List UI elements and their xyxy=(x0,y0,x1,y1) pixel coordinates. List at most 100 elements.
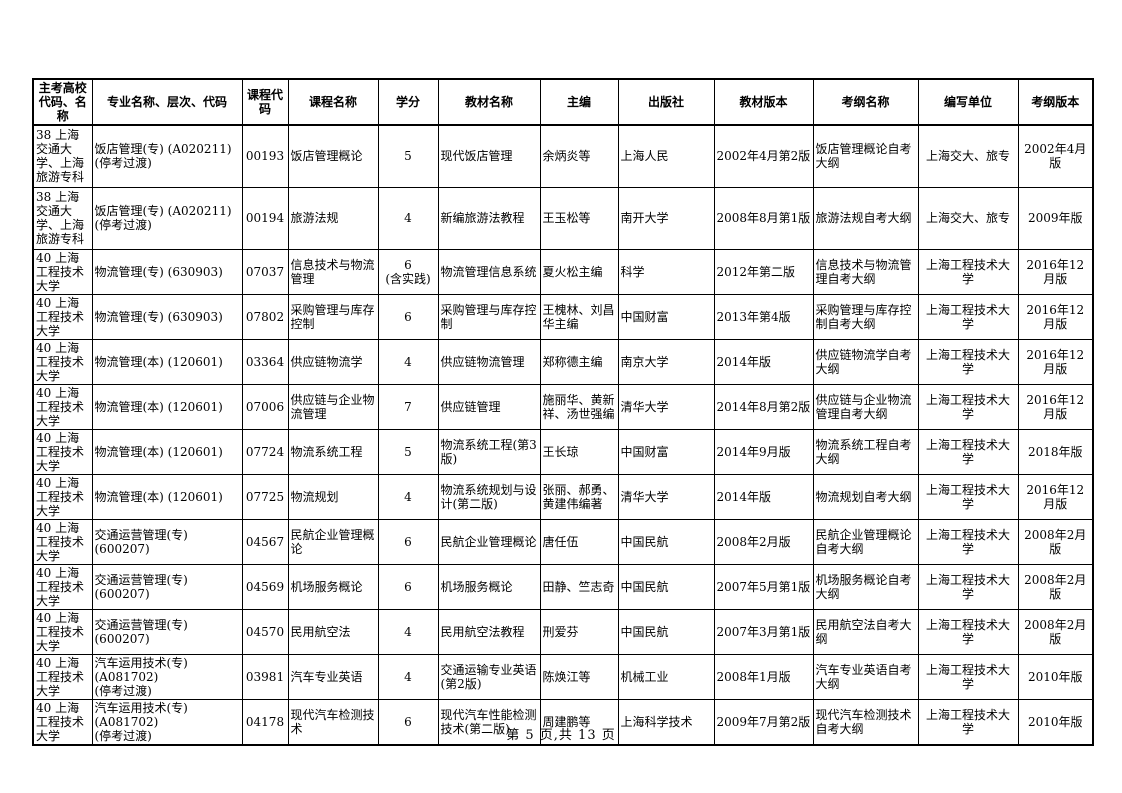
cell-textbook-name: 民用航空法教程 xyxy=(437,608,541,655)
column-header-credits: 学分 xyxy=(377,78,439,126)
cell-publisher: 机械工业 xyxy=(617,653,715,700)
cell-textbook-edition: 2008年1月版 xyxy=(713,653,814,700)
table-row: 40 上海工程技术大学 物流管理(本) (120601) 07006 供应链与企业物流… xyxy=(32,383,1094,430)
cell-course-code: 03981 xyxy=(241,653,289,700)
cell-syllabus-name: 汽车专业英语自考大纲 xyxy=(812,653,919,700)
column-header-course-code: 课程代码 xyxy=(241,78,289,126)
cell-syllabus-edition: 2016年12月版 xyxy=(1017,248,1094,295)
cell-textbook-edition: 2007年3月第1版 xyxy=(713,608,814,655)
cell-chief-editor: 陈焕江等 xyxy=(539,653,619,700)
cell-course-code: 07724 xyxy=(241,428,289,475)
table-row: 40 上海工程技术大学 物流管理(本) (120601) 07725 物流规划 4 物流系… xyxy=(32,473,1094,520)
cell-major-name-level-code: 饭店管理(专) (A020211) (停考过渡) xyxy=(91,124,243,188)
cell-major-name-level-code: 汽车运用技术(专) (A081702) (停考过渡) xyxy=(91,653,243,700)
cell-school-code-name: 38 上海交通大学、上海旅游专科 xyxy=(32,124,93,188)
column-header-syllabus-edition: 考纲版本 xyxy=(1017,78,1094,126)
column-header-publisher: 出版社 xyxy=(617,78,715,126)
header-row: 主考高校代码、名称 专业名称、层次、代码 课程代码 课程名称 学分 教材名称 主编 出版社 教材… xyxy=(32,78,1094,126)
cell-syllabus-name: 采购管理与库存控制自考大纲 xyxy=(812,293,919,340)
cell-textbook-name: 民航企业管理概论 xyxy=(437,518,541,565)
cell-chief-editor: 王长琼 xyxy=(539,428,619,475)
column-header-textbook-edition: 教材版本 xyxy=(713,78,814,126)
cell-compiling-unit: 上海工程技术大学 xyxy=(917,698,1019,746)
cell-syllabus-name: 供应链与企业物流管理自考大纲 xyxy=(812,383,919,430)
cell-major-name-level-code: 物流管理(本) (120601) xyxy=(91,473,243,520)
column-header-compiling-unit: 编写单位 xyxy=(917,78,1019,126)
cell-compiling-unit: 上海工程技术大学 xyxy=(917,293,1019,340)
cell-course-code: 04569 xyxy=(241,563,289,610)
cell-textbook-name: 新编旅游法教程 xyxy=(437,186,541,250)
cell-credits: 5 xyxy=(377,428,439,475)
cell-syllabus-edition: 2008年2月版 xyxy=(1017,518,1094,565)
cell-textbook-name: 机场服务概论 xyxy=(437,563,541,610)
table-row: 40 上海工程技术大学 交通运营管理(专) (600207) 04570 民用航空法 4… xyxy=(32,608,1094,655)
cell-syllabus-edition: 2010年版 xyxy=(1017,698,1094,746)
cell-chief-editor: 余炳炎等 xyxy=(539,124,619,188)
cell-syllabus-edition: 2016年12月版 xyxy=(1017,473,1094,520)
cell-school-code-name: 38 上海交通大学、上海旅游专科 xyxy=(32,186,93,250)
cell-compiling-unit: 上海交大、旅专 xyxy=(917,186,1019,250)
cell-syllabus-name: 民航企业管理概论自考大纲 xyxy=(812,518,919,565)
cell-syllabus-name: 旅游法规自考大纲 xyxy=(812,186,919,250)
cell-textbook-name: 现代汽车性能检测技术(第二版) xyxy=(437,698,541,746)
cell-textbook-edition: 2014年9月版 xyxy=(713,428,814,475)
cell-syllabus-name: 机场服务概论自考大纲 xyxy=(812,563,919,610)
cell-syllabus-name: 物流规划自考大纲 xyxy=(812,473,919,520)
cell-chief-editor: 施丽华、黄新祥、汤世强编 xyxy=(539,383,619,430)
cell-school-code-name: 40 上海工程技术大学 xyxy=(32,473,93,520)
cell-publisher: 清华大学 xyxy=(617,383,715,430)
cell-course-name: 物流系统工程 xyxy=(287,428,379,475)
cell-school-code-name: 40 上海工程技术大学 xyxy=(32,293,93,340)
cell-school-code-name: 40 上海工程技术大学 xyxy=(32,698,93,746)
cell-school-code-name: 40 上海工程技术大学 xyxy=(32,518,93,565)
cell-textbook-name: 物流系统工程(第3版) xyxy=(437,428,541,475)
cell-syllabus-edition: 2002年4月版 xyxy=(1017,124,1094,188)
cell-school-code-name: 40 上海工程技术大学 xyxy=(32,653,93,700)
table-row: 40 上海工程技术大学 交通运营管理(专) (600207) 04569 机场服务概论… xyxy=(32,563,1094,610)
cell-textbook-edition: 2007年5月第1版 xyxy=(713,563,814,610)
cell-course-code: 03364 xyxy=(241,338,289,385)
column-header-major-name-level-code: 专业名称、层次、代码 xyxy=(91,78,243,126)
cell-major-name-level-code: 物流管理(本) (120601) xyxy=(91,338,243,385)
cell-compiling-unit: 上海工程技术大学 xyxy=(917,563,1019,610)
cell-compiling-unit: 上海工程技术大学 xyxy=(917,338,1019,385)
cell-chief-editor: 田静、竺志奇 xyxy=(539,563,619,610)
cell-credits: 5 xyxy=(377,124,439,188)
cell-syllabus-name: 物流系统工程自考大纲 xyxy=(812,428,919,475)
cell-major-name-level-code: 汽车运用技术(专) (A081702) (停考过渡) xyxy=(91,698,243,746)
cell-textbook-edition: 2008年8月第1版 xyxy=(713,186,814,250)
cell-course-name: 供应链与企业物流管理 xyxy=(287,383,379,430)
cell-major-name-level-code: 饭店管理(专) (A020211) (停考过渡) xyxy=(91,186,243,250)
cell-chief-editor: 郑称德主编 xyxy=(539,338,619,385)
cell-course-name: 民航企业管理概论 xyxy=(287,518,379,565)
cell-textbook-edition: 2014年版 xyxy=(713,473,814,520)
cell-textbook-edition: 2009年7月第2版 xyxy=(713,698,814,746)
cell-textbook-name: 采购管理与库存控制 xyxy=(437,293,541,340)
cell-credits: 6 xyxy=(377,518,439,565)
cell-course-code: 00193 xyxy=(241,124,289,188)
cell-syllabus-edition: 2008年2月版 xyxy=(1017,563,1094,610)
cell-course-code: 00194 xyxy=(241,186,289,250)
page-number-footer: 第 5 页,共 13 页 xyxy=(506,728,616,743)
cell-course-name: 民用航空法 xyxy=(287,608,379,655)
table-row: 40 上海工程技术大学 物流管理(本) (120601) 03364 供应链物流学 4 供… xyxy=(32,338,1094,385)
cell-course-name: 汽车专业英语 xyxy=(287,653,379,700)
cell-textbook-edition: 2013年第4版 xyxy=(713,293,814,340)
cell-major-name-level-code: 交通运营管理(专) (600207) xyxy=(91,608,243,655)
cell-syllabus-edition: 2018年版 xyxy=(1017,428,1094,475)
cell-syllabus-name: 现代汽车检测技术自考大纲 xyxy=(812,698,919,746)
cell-school-code-name: 40 上海工程技术大学 xyxy=(32,428,93,475)
cell-publisher: 科学 xyxy=(617,248,715,295)
cell-school-code-name: 40 上海工程技术大学 xyxy=(32,608,93,655)
cell-school-code-name: 40 上海工程技术大学 xyxy=(32,563,93,610)
cell-textbook-edition: 2002年4月第2版 xyxy=(713,124,814,188)
table-row: 40 上海工程技术大学 物流管理(专) (630903) 07037 信息技术与物流管… xyxy=(32,248,1094,295)
cell-syllabus-edition: 2016年12月版 xyxy=(1017,338,1094,385)
cell-publisher: 清华大学 xyxy=(617,473,715,520)
cell-chief-editor: 唐任伍 xyxy=(539,518,619,565)
column-header-course-name: 课程名称 xyxy=(287,78,379,126)
cell-compiling-unit: 上海工程技术大学 xyxy=(917,608,1019,655)
cell-course-code: 07006 xyxy=(241,383,289,430)
cell-credits: 4 xyxy=(377,473,439,520)
